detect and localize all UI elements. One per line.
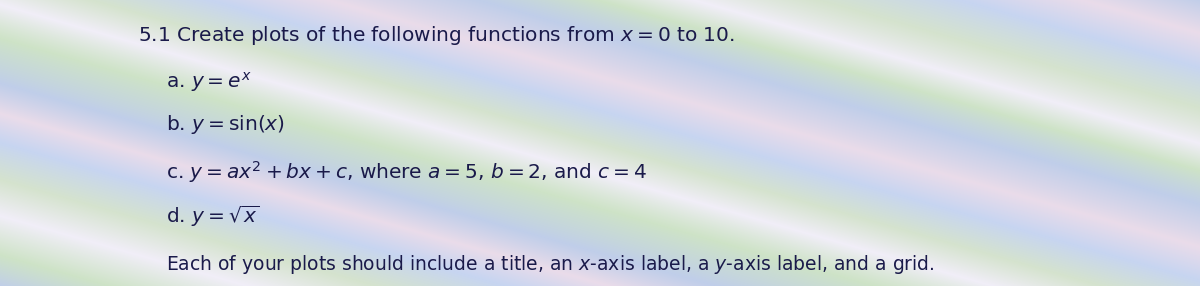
Text: d. $y = \sqrt{x}$: d. $y = \sqrt{x}$ [166, 203, 259, 229]
Text: Each of your plots should include a title, an $x$-axis label, a $y$-axis label, : Each of your plots should include a titl… [166, 253, 935, 276]
Text: 5.1 Create plots of the following functions from $x = 0$ to 10.: 5.1 Create plots of the following functi… [138, 24, 734, 47]
Text: c. $y = ax^2 + bx + c$, where $a = 5$, $b = 2$, and $c = 4$: c. $y = ax^2 + bx + c$, where $a = 5$, $… [166, 159, 647, 184]
Text: a. $y = e^{x}$: a. $y = e^{x}$ [166, 69, 251, 94]
Text: b. $y = \sin(x)$: b. $y = \sin(x)$ [166, 113, 284, 136]
